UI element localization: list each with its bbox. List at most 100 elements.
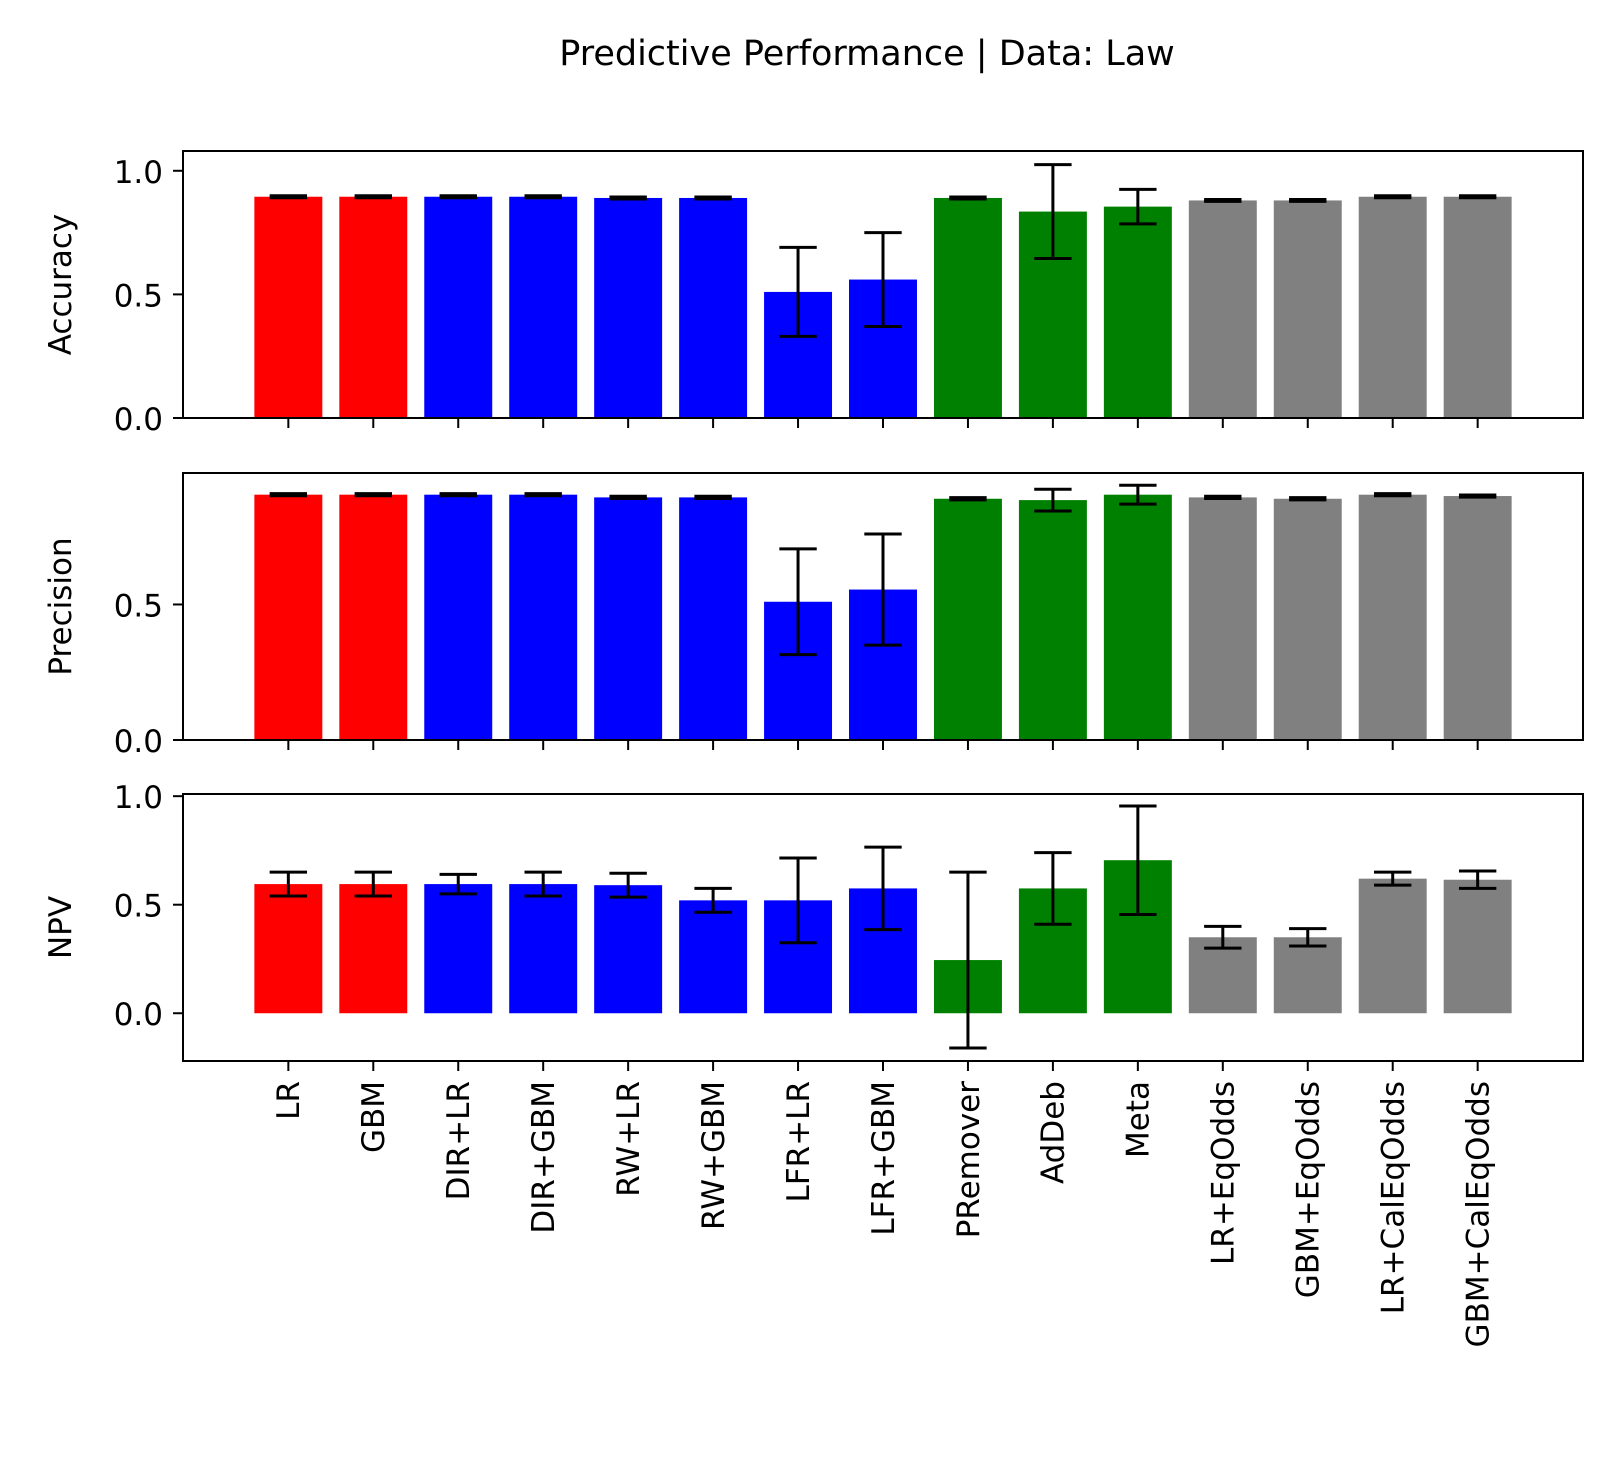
bar-meta	[1103, 494, 1172, 740]
bar-gbm-caleqodds	[1443, 879, 1512, 1014]
bar-lr-caleqodds	[1358, 878, 1427, 1014]
error-bar	[354, 870, 392, 898]
bar-rw-gbm	[679, 900, 748, 1014]
error-bar	[609, 871, 647, 899]
bar-dir-gbm	[509, 884, 578, 1014]
error-bar	[609, 195, 647, 201]
y-axis-label: Precision	[43, 537, 79, 675]
error-bar	[949, 195, 987, 201]
bar-lr	[254, 884, 323, 1014]
bar-rw-lr	[594, 497, 663, 740]
bar-premover	[933, 197, 1002, 418]
bar-lr-eqodds	[1188, 497, 1257, 740]
error-bar	[609, 494, 647, 500]
error-bar	[1204, 924, 1242, 950]
error-bar	[1119, 804, 1157, 916]
panel-precision: 0.0 0.5 Precision	[43, 472, 1584, 760]
x-tick-label: LR+EqOdds	[1206, 1081, 1242, 1265]
bar-dir-lr	[424, 884, 493, 1014]
error-bar	[439, 492, 477, 498]
panel-accuracy: 0.0 0.5 1.0 Accuracy	[43, 150, 1584, 438]
error-bar	[269, 492, 308, 498]
error-bar	[1034, 851, 1072, 926]
y-tick-label: 0.5	[114, 889, 163, 925]
bar-premover	[933, 498, 1002, 740]
y-tick-label: 0.5	[114, 278, 163, 314]
error-bar	[779, 245, 817, 338]
x-tick-label: GBM+EqOdds	[1291, 1081, 1327, 1298]
x-ticks	[287, 740, 1479, 750]
panel-npv: 0.0 0.5 1.0 NPV LR GBM DIR+LR DIR+GBM RW+LR RW+GB…	[43, 780, 1584, 1348]
error-bar	[354, 194, 392, 200]
error-bar	[1458, 194, 1497, 200]
y-axis-label: NPV	[43, 896, 79, 959]
error-bar	[1204, 494, 1242, 500]
bar-dir-lr	[424, 494, 493, 740]
error-bars	[269, 483, 1497, 657]
error-bar	[524, 194, 562, 200]
error-bar	[864, 231, 902, 329]
bar-meta	[1103, 206, 1172, 418]
error-bar	[1119, 187, 1157, 226]
x-ticks	[287, 418, 1479, 428]
error-bar	[949, 870, 987, 1050]
error-bar	[1204, 197, 1242, 203]
x-tick-label: LR+CalEqOdds	[1376, 1081, 1412, 1314]
error-bar	[1289, 927, 1327, 948]
y-axis: 0.0 0.5 1.0	[114, 155, 183, 438]
error-bar	[1034, 487, 1072, 513]
x-tick-labels: LR GBM DIR+LR DIR+GBM RW+LR RW+GBM LFR+LR LFR+G…	[271, 1081, 1496, 1348]
y-axis: 0.0 0.5	[114, 588, 183, 760]
bar-lr-eqodds	[1188, 200, 1257, 418]
x-tick-label: LFR+LR	[781, 1081, 817, 1202]
error-bar	[439, 872, 477, 896]
x-tick-label: RW+LR	[611, 1081, 647, 1197]
x-tick-label: Meta	[1121, 1081, 1157, 1158]
panels: 0.0 0.5 1.0 Accuracy 0.0 0.5 Precision 0.0 0.5 1.…	[43, 150, 1584, 1348]
error-bar	[269, 870, 308, 898]
error-bar	[694, 886, 732, 914]
error-bars	[269, 804, 1497, 1050]
error-bar	[1374, 194, 1412, 200]
error-bar	[864, 532, 902, 647]
x-tick-label: DIR+GBM	[526, 1081, 562, 1234]
error-bar	[1374, 870, 1412, 887]
error-bar	[694, 195, 732, 201]
bar-rw-gbm	[679, 197, 748, 418]
bar-addeb	[1018, 500, 1087, 740]
bar-lr-caleqodds	[1358, 494, 1427, 740]
error-bar	[1289, 496, 1327, 502]
bar-gbm-caleqodds	[1443, 496, 1512, 740]
error-bar	[269, 194, 308, 200]
x-tick-label: AdDeb	[1036, 1081, 1072, 1184]
bars	[254, 196, 1512, 418]
y-tick-label: 0.5	[114, 588, 163, 624]
bars	[254, 494, 1512, 740]
bar-lr-caleqodds	[1358, 196, 1427, 418]
error-bar	[1458, 869, 1497, 890]
x-tick-label: RW+GBM	[696, 1081, 732, 1230]
bar-gbm	[339, 196, 408, 418]
bar-gbm-eqodds	[1273, 200, 1342, 418]
y-tick-label: 0.0	[114, 402, 163, 438]
error-bar	[1034, 163, 1072, 261]
x-tick-label: PRemover	[951, 1081, 987, 1238]
bar-dir-lr	[424, 196, 493, 418]
error-bar	[354, 492, 392, 498]
error-bars	[269, 163, 1497, 338]
bar-gbm-eqodds	[1273, 498, 1342, 740]
bar-lr-eqodds	[1188, 937, 1257, 1014]
error-bar	[439, 194, 477, 200]
error-bar	[694, 494, 732, 500]
bar-gbm-caleqodds	[1443, 196, 1512, 418]
bar-gbm-eqodds	[1273, 937, 1342, 1014]
y-tick-label: 0.0	[114, 997, 163, 1033]
x-tick-label: LFR+GBM	[866, 1081, 902, 1236]
bar-gbm	[339, 884, 408, 1014]
x-ticks	[287, 1061, 1479, 1071]
x-tick-label: LR	[271, 1081, 307, 1120]
chart-title: Predictive Performance | Data: Law	[559, 34, 1175, 74]
error-bar	[779, 547, 817, 657]
bar-gbm	[339, 494, 408, 740]
